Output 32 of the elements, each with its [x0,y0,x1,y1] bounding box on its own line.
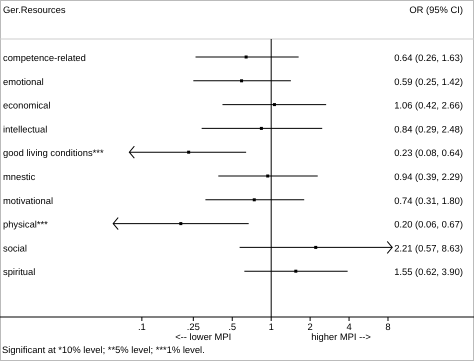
y-tick-label: social [3,242,27,254]
annotation: 0.64 (0.26, 1.63) [394,52,463,63]
text: OR (95% CI) [409,4,463,15]
x-tick-label: .5 [228,321,236,332]
x-tick-label: .1 [138,321,146,332]
annotation: 0.84 (0.29, 2.48) [394,123,463,134]
x-tick-label: 1 [268,321,274,332]
x-tick-label: 4 [346,321,352,332]
annotation: 0.20 (0.06, 0.67) [394,218,463,230]
annotation: 0.74 (0.31, 1.80) [394,194,463,206]
text: <-- lower MPI [175,331,232,342]
annotation: 0.23 (0.08, 0.64) [394,147,463,158]
y-tick-label: mnestic [3,171,36,182]
annotation: 1.55 (0.62, 3.90) [394,266,463,278]
annotation: 0.94 (0.39, 2.29) [394,171,463,182]
x-tick-label: 8 [385,321,391,332]
y-tick-label: physical*** [3,218,48,230]
annotation: 2.21 (0.57, 8.63) [394,242,463,254]
x-tick-label: 2 [308,321,313,332]
text: higher MPI --> [311,331,372,342]
y-tick-label: intellectual [3,123,48,134]
y-tick-label: emotional [3,76,44,87]
y-tick-label: competence-related [3,52,86,63]
annotation: 0.59 (0.25, 1.42) [394,76,463,87]
y-tick-label: economical [3,100,50,111]
y-tick-label: good living conditions*** [3,147,104,158]
text: Significant at *10% level; **5% level; ***1% level. [2,344,205,355]
annotation: 1.06 (0.42, 2.66) [394,100,463,111]
y-tick-label: motivational [3,194,54,206]
y-tick-label: spiritual [3,266,36,278]
y-axis-title: Ger.Resources [3,4,66,15]
x-tick-label: .25 [186,321,200,332]
